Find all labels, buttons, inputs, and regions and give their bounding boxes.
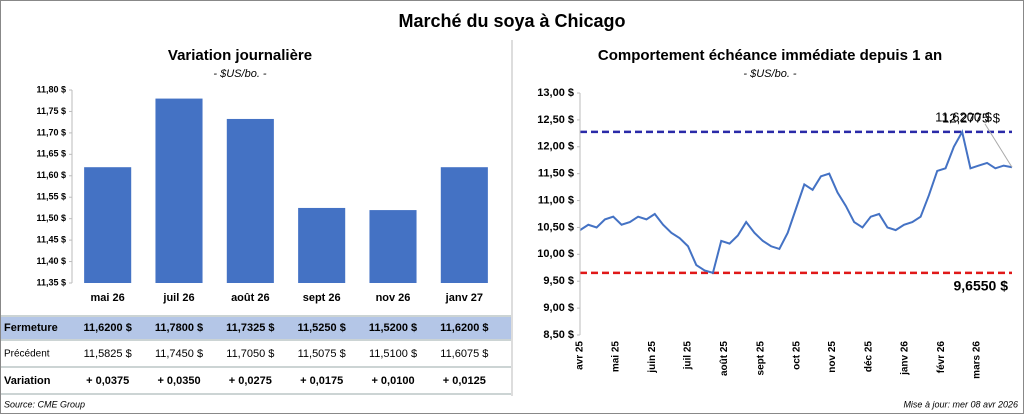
- table-cell: 11,7450 $: [155, 348, 203, 360]
- table-highlight: [1, 317, 511, 339]
- y-tick-label: 11,65 $: [36, 149, 66, 159]
- y-tick-label: 11,55 $: [36, 192, 66, 202]
- y-tick-label: 11,60 $: [36, 170, 66, 180]
- y-tick-label: 11,35 $: [36, 277, 66, 287]
- table-cell: 11,5250 $: [297, 322, 345, 334]
- x-tick-label: mars 26: [972, 341, 983, 379]
- table-cell: 11,6200 $: [440, 322, 488, 334]
- bar: [226, 118, 274, 283]
- y-tick-label: 10,00 $: [537, 248, 574, 260]
- y-tick-label: 11,80 $: [36, 84, 66, 94]
- table-cell: 11,5075 $: [298, 348, 346, 360]
- y-tick-label: 12,50 $: [537, 114, 574, 126]
- y-tick-label: 10,50 $: [537, 221, 574, 233]
- reference-label: 9,6550 $: [954, 278, 1009, 294]
- x-tick-label: janv 26: [899, 341, 910, 376]
- x-tick-label: juil 26: [162, 292, 194, 304]
- last-label: 11,6200 $: [935, 109, 993, 124]
- x-tick-label: janv 27: [445, 292, 483, 304]
- updated: Mise à jour: mer 08 avr 2026: [903, 399, 1018, 409]
- x-tick-label: sept 26: [303, 292, 341, 304]
- bar: [298, 207, 346, 283]
- bar: [84, 167, 132, 283]
- bar: [369, 210, 417, 283]
- y-tick-label: 11,50 $: [538, 168, 574, 180]
- y-tick-label: 12,00 $: [537, 141, 574, 153]
- table-cell: 11,7050 $: [226, 348, 274, 360]
- row-label: Précédent: [4, 349, 50, 360]
- page-title: Marché du soya à Chicago: [398, 11, 625, 31]
- y-tick-label: 11,45 $: [36, 234, 66, 244]
- y-tick-label: 13,00 $: [537, 87, 574, 99]
- table-cell: 11,5200 $: [369, 322, 417, 334]
- y-tick-label: 11,00 $: [538, 194, 574, 206]
- table-cell: 11,7325 $: [226, 322, 274, 334]
- y-tick-label: 11,75 $: [36, 106, 66, 116]
- y-tick-label: 9,00 $: [543, 302, 574, 314]
- y-tick-label: 8,50 $: [543, 329, 574, 341]
- table-cell: + 0,0275: [229, 375, 272, 387]
- y-tick-label: 11,70 $: [36, 127, 66, 137]
- chart-title: Variation journalière: [168, 47, 312, 64]
- price-line: [579, 129, 1013, 275]
- chart-title: Comportement échéance immédiate depuis 1…: [598, 47, 942, 64]
- table-cell: + 0,0100: [371, 375, 414, 387]
- reference-label: 12,2775 $: [942, 110, 1001, 125]
- x-tick-label: août 26: [231, 292, 270, 304]
- table-cell: 11,7800 $: [155, 322, 203, 334]
- row-label: Variation: [4, 375, 51, 387]
- x-tick-label: févr 26: [936, 341, 947, 374]
- leader: [984, 123, 1013, 168]
- table-cell: 11,6200 $: [83, 322, 131, 334]
- bar: [155, 98, 203, 283]
- row-label: Fermeture: [4, 322, 58, 334]
- table-cell: + 0,0350: [157, 375, 200, 387]
- y-tick-label: 9,50 $: [543, 275, 574, 287]
- chart-subtitle: - $US/bo. -: [213, 68, 267, 80]
- x-tick-label: déc 25: [864, 341, 875, 373]
- x-tick-label: nov 25: [827, 341, 838, 373]
- table-cell: + 0,0175: [300, 375, 343, 387]
- x-tick-label: nov 26: [376, 292, 411, 304]
- chart-subtitle: - $US/bo. -: [743, 68, 797, 80]
- table-cell: 11,6075 $: [440, 348, 488, 360]
- table-cell: + 0,0125: [443, 375, 486, 387]
- x-tick-label: mai 26: [91, 292, 125, 304]
- table-cell: + 0,0375: [86, 375, 129, 387]
- bar: [440, 167, 488, 283]
- x-tick-label: août 25: [719, 341, 730, 376]
- table-cell: 11,5100 $: [369, 348, 417, 360]
- x-tick-label: avr 25: [575, 341, 586, 370]
- y-tick-label: 11,40 $: [36, 256, 66, 266]
- x-tick-label: sept 25: [756, 341, 767, 376]
- y-tick-label: 11,50 $: [36, 213, 66, 223]
- table-cell: 11,5825 $: [84, 348, 132, 360]
- x-tick-label: mai 25: [610, 341, 621, 373]
- x-tick-label: juil 25: [683, 341, 694, 371]
- source: Source: CME Group: [4, 399, 85, 409]
- x-tick-label: oct 25: [791, 341, 802, 370]
- x-tick-label: juin 25: [647, 341, 658, 374]
